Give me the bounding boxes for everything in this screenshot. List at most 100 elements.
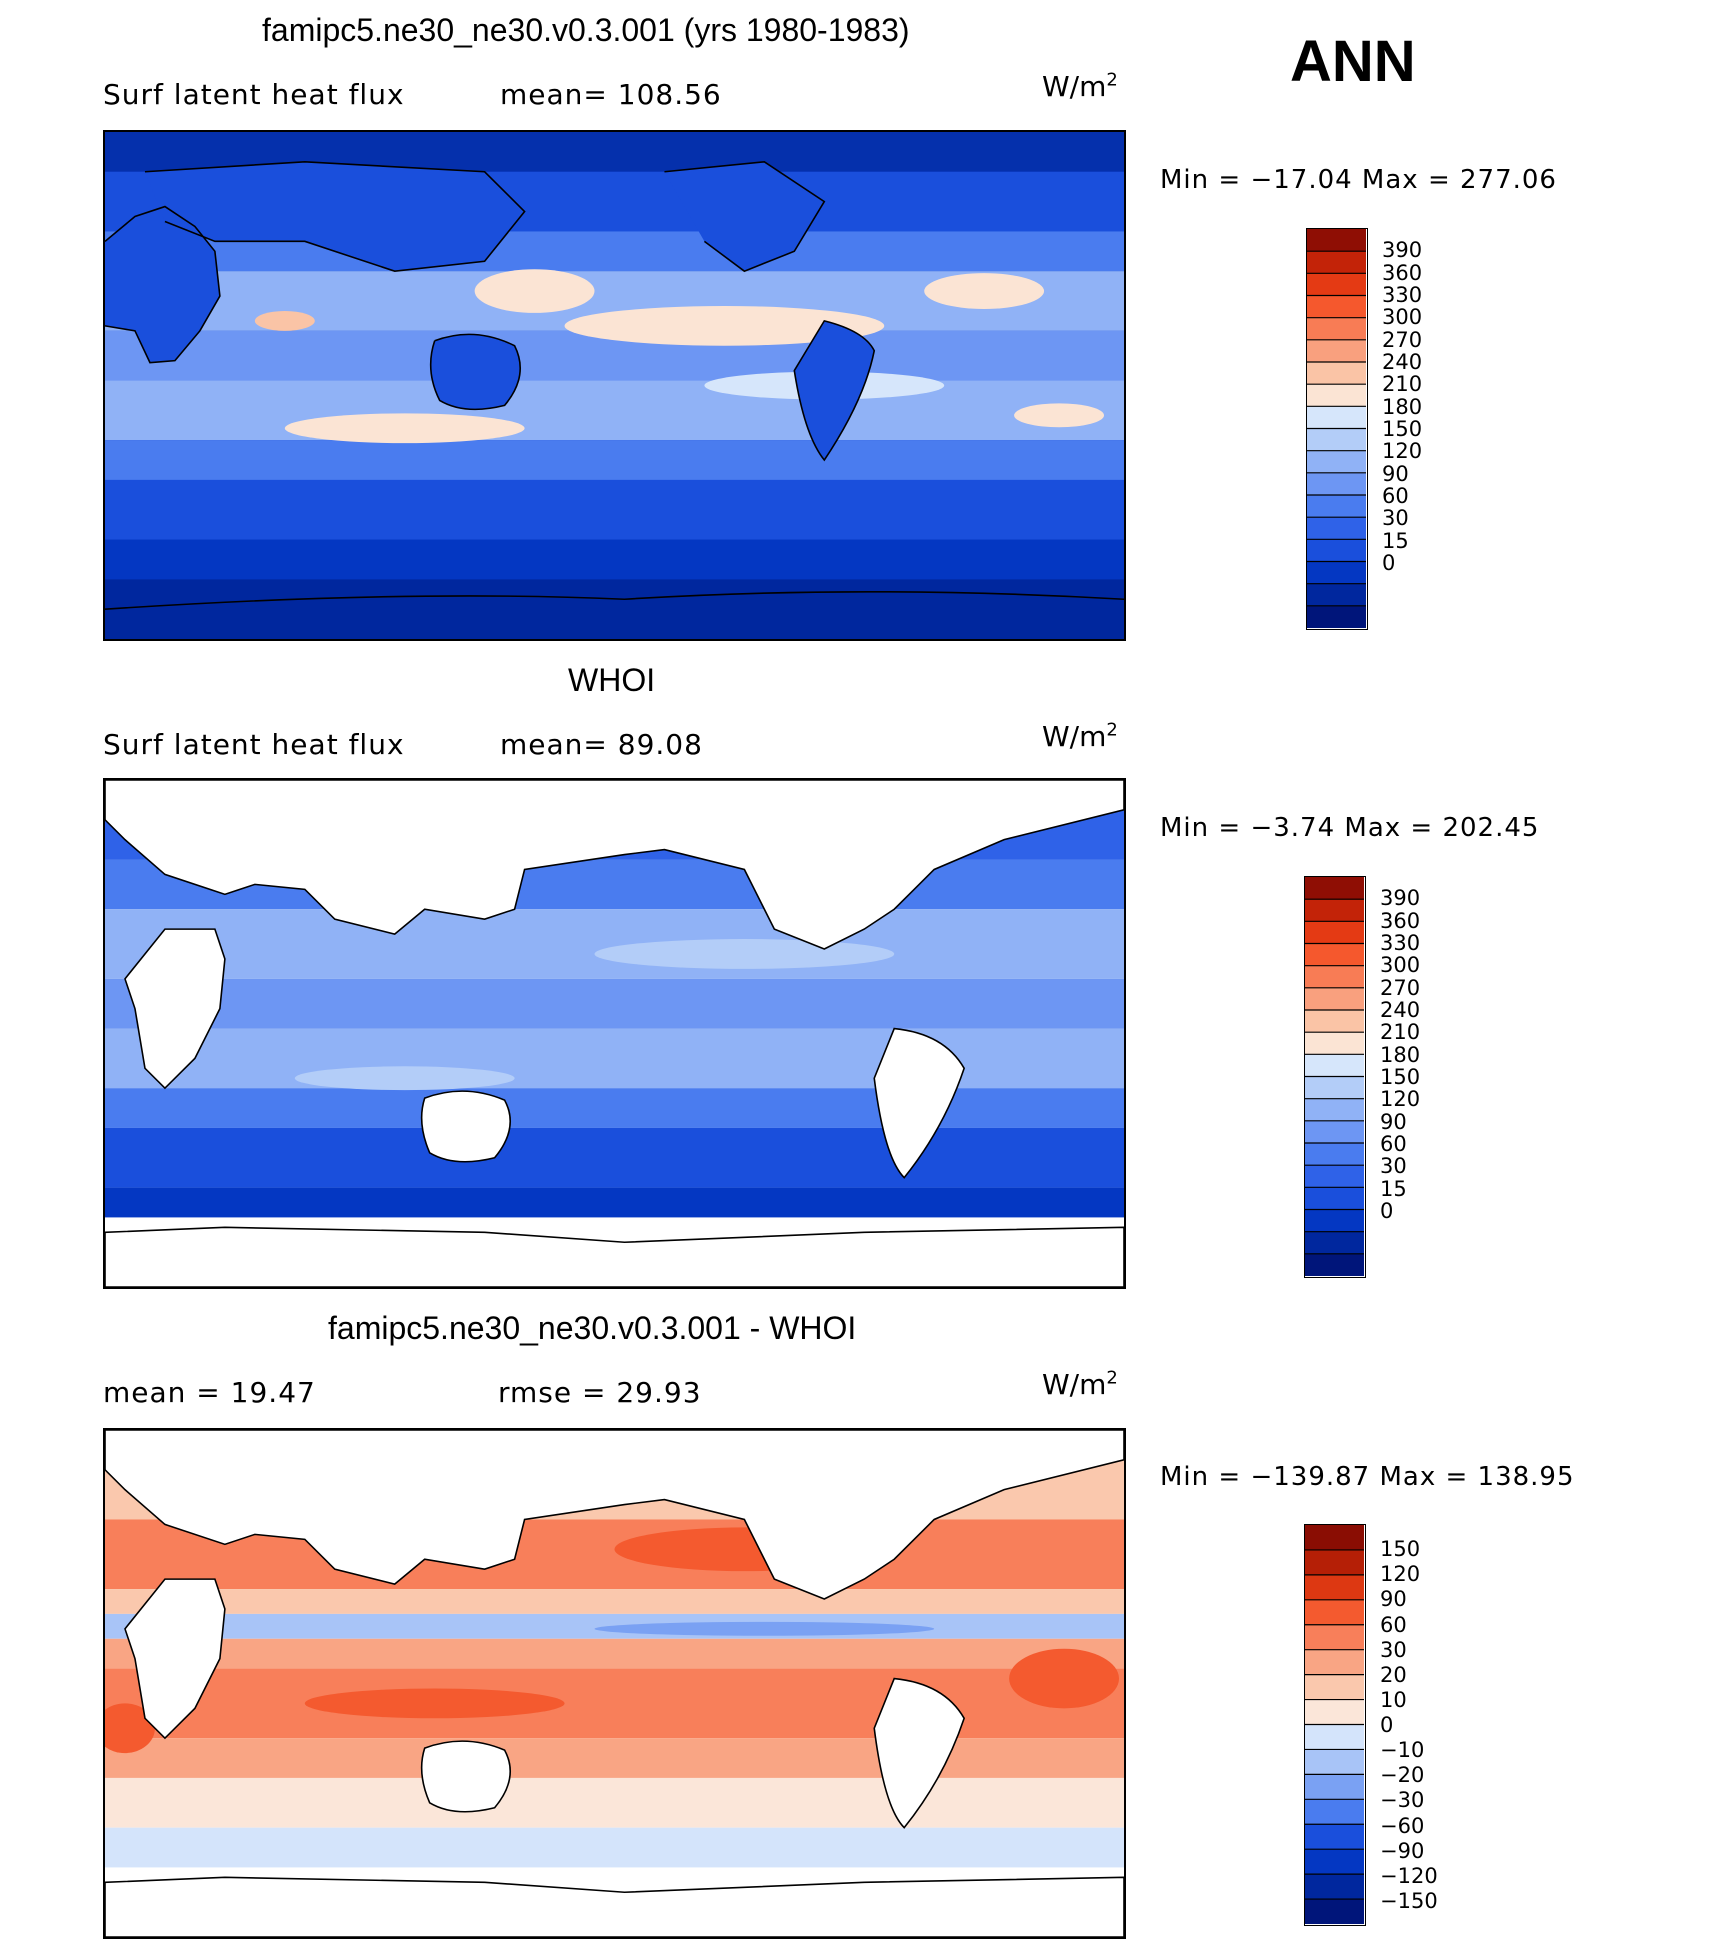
colorbar-swatch: [1305, 1253, 1364, 1276]
colorbar-tick-label: 15: [1380, 1176, 1407, 1201]
panel-2-land: [105, 780, 1124, 1287]
colorbar-tick-label: 390: [1382, 238, 1423, 263]
colorbar-swatch: [1305, 1574, 1364, 1601]
band: [105, 909, 1124, 979]
colorbar-swatch: [1307, 517, 1366, 540]
colorbar-tick-label: −30: [1380, 1788, 1425, 1813]
colorbar-tick-label: 60: [1382, 484, 1409, 508]
warm-patch: [284, 413, 525, 444]
colorbar-tick-label: 240: [1382, 350, 1423, 374]
colorbar-tick-label: −90: [1380, 1838, 1425, 1863]
panel-1-coastlines: [105, 161, 1124, 610]
colorbar-tick-label: 180: [1380, 1042, 1421, 1067]
colorbar-swatch: [1305, 1187, 1364, 1210]
panel-1-minmax: Min = −17.04 Max = 277.06: [1160, 165, 1557, 195]
panel-3-title: famipc5.ne30_ne30.v0.3.001 - WHOI: [328, 1310, 857, 1346]
band: [105, 1127, 1124, 1188]
warm-patch: [474, 269, 595, 313]
colorbar-tick-label: 300: [1382, 305, 1423, 330]
colorbar-tick-label: 210: [1380, 1020, 1421, 1045]
colorbar-swatch: [1305, 1699, 1364, 1725]
band: [105, 1589, 1124, 1614]
warm-patch: [1014, 403, 1105, 428]
hot-patch: [105, 1703, 155, 1754]
colorbar-tick-label: 0: [1380, 1199, 1394, 1223]
colorbar-swatch: [1305, 1749, 1364, 1775]
colorbar-tick-label: 390: [1380, 886, 1421, 911]
colorbar-tick-label: 270: [1382, 327, 1423, 352]
colorbar-swatch: [1305, 1824, 1364, 1850]
colorbar-swatch: [1305, 1799, 1364, 1825]
band: [105, 1827, 1124, 1868]
hot-patch: [1009, 1648, 1120, 1709]
colorbar-swatch: [1307, 384, 1366, 407]
colorbar-swatch: [1307, 339, 1366, 363]
band: [105, 1668, 1124, 1739]
colorbar-swatch: [1305, 1231, 1364, 1255]
colorbar-swatch: [1305, 921, 1364, 944]
colorbar-tick-label: 90: [1382, 461, 1409, 486]
colorbar-tick-label: 150: [1380, 1065, 1421, 1089]
panel-1-units: W/m2: [1042, 69, 1118, 103]
colorbar-tick-label: 10: [1380, 1687, 1407, 1712]
panel-1-colorbar: [1306, 228, 1368, 630]
panel-1-title: famipc5.ne30_ne30.v0.3.001 (yrs 1980-198…: [262, 12, 910, 48]
colorbar-swatch: [1307, 273, 1366, 296]
band: [105, 978, 1124, 1029]
colorbar-tick-label: 270: [1380, 975, 1421, 1000]
colorbar-swatch: [1307, 472, 1366, 496]
colorbar-swatch: [1307, 428, 1366, 452]
colorbar-tick-label: 30: [1380, 1637, 1407, 1662]
panel-3-rmse-label: rmse = 29.93: [498, 1376, 702, 1409]
colorbar-swatch: [1305, 1525, 1364, 1551]
colorbar-swatch: [1307, 450, 1366, 474]
panel-2-minmax: Min = −3.74 Max = 202.45: [1160, 813, 1540, 843]
colorbar-swatch: [1307, 317, 1366, 341]
panel-3-units: W/m2: [1042, 1367, 1118, 1401]
colorbar-tick-label: −120: [1380, 1863, 1438, 1888]
panel-1-map: [103, 130, 1126, 641]
colorbar-swatch: [1307, 295, 1366, 319]
panel-1-variable-label: Surf latent heat flux: [103, 78, 405, 111]
hot-patch: [304, 1688, 565, 1719]
band: [105, 440, 1124, 480]
colorbar-swatch: [1307, 539, 1366, 562]
panel-3-colorbar-swatches: [1305, 1525, 1364, 1924]
colorbar-swatch: [1305, 987, 1364, 1011]
colorbar-tick-label: 120: [1382, 439, 1423, 464]
panel-2-variable-label: Surf latent heat flux: [103, 728, 405, 761]
colorbar-swatch: [1305, 1165, 1364, 1188]
band: [105, 1777, 1124, 1828]
band: [105, 1738, 1124, 1778]
colorbar-swatch: [1305, 1849, 1364, 1875]
colorbar-swatch: [1305, 1209, 1364, 1233]
panel-3-mean-label: mean = 19.47: [103, 1376, 316, 1409]
panel-3-colorbar: [1304, 1524, 1366, 1926]
colorbar-tick-label: 120: [1380, 1087, 1421, 1112]
colorbar-tick-label: 360: [1382, 260, 1423, 285]
panel-1-colorbar-swatches: [1307, 229, 1366, 628]
colorbar-tick-label: 0: [1380, 1713, 1394, 1737]
cool-patch: [594, 1621, 935, 1636]
season-label: ANN: [1290, 29, 1416, 94]
colorbar-tick-label: 240: [1380, 998, 1421, 1022]
warm-patch: [924, 273, 1045, 309]
band: [105, 1028, 1124, 1089]
colorbar-swatch: [1307, 561, 1366, 585]
colorbar-tick-label: 60: [1380, 1612, 1407, 1637]
colorbar-tick-label: 150: [1380, 1537, 1421, 1562]
panel-2-units: W/m2: [1042, 719, 1118, 753]
band: [105, 1187, 1124, 1218]
colorbar-swatch: [1307, 362, 1366, 385]
colorbar-swatch: [1305, 1098, 1364, 1122]
colorbar-tick-label: 150: [1382, 417, 1423, 441]
colorbar-tick-label: 30: [1382, 506, 1409, 531]
colorbar-tick-label: 330: [1382, 283, 1423, 307]
colorbar-swatch: [1307, 406, 1366, 429]
panel-2-title: WHOI: [568, 662, 656, 698]
colorbar-swatch: [1305, 943, 1364, 967]
colorbar-swatch: [1305, 1874, 1364, 1900]
colorbar-swatch: [1307, 495, 1366, 518]
colorbar-swatch: [1305, 877, 1364, 900]
panel-3-land: [105, 1430, 1124, 1937]
